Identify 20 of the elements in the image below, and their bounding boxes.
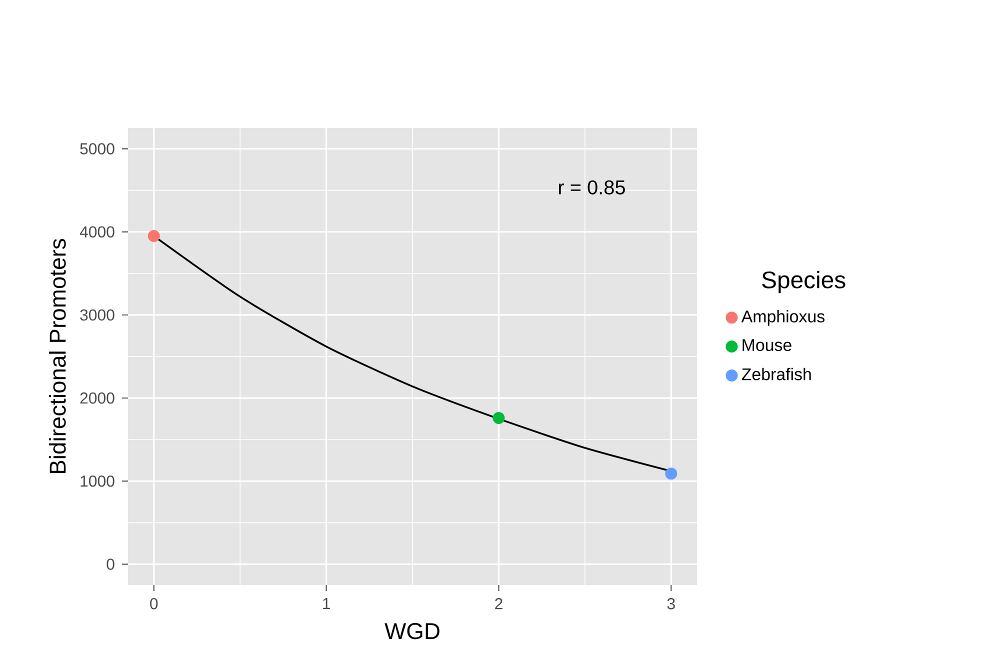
y-axis-title: Bidirectional Promoters — [49, 238, 66, 474]
y-tick-label: 2000 — [80, 392, 114, 404]
point — [492, 412, 505, 424]
y-tick-label: 0 — [106, 558, 114, 570]
x-tick-label: 3 — [667, 598, 675, 610]
y-tick-label: 1000 — [80, 476, 114, 487]
x-tick-label: 1 — [323, 598, 330, 610]
legend-label: Mouse — [742, 339, 792, 352]
x-axis-title: WGD — [384, 623, 440, 640]
legend-label: Amphioxus — [741, 310, 824, 326]
legend-label: Zebrafish — [742, 368, 811, 380]
x-tick-label: 2 — [495, 598, 502, 610]
annotation: r = 0.85 — [559, 180, 625, 194]
x-tick-label: 0 — [150, 598, 158, 610]
y-tick-label: 3000 — [80, 309, 114, 321]
point — [148, 230, 160, 242]
y-tick-label: 4000 — [80, 226, 114, 238]
legend-title: Species — [762, 270, 846, 294]
y-tick-label: 5000 — [80, 143, 114, 154]
point — [665, 468, 678, 480]
